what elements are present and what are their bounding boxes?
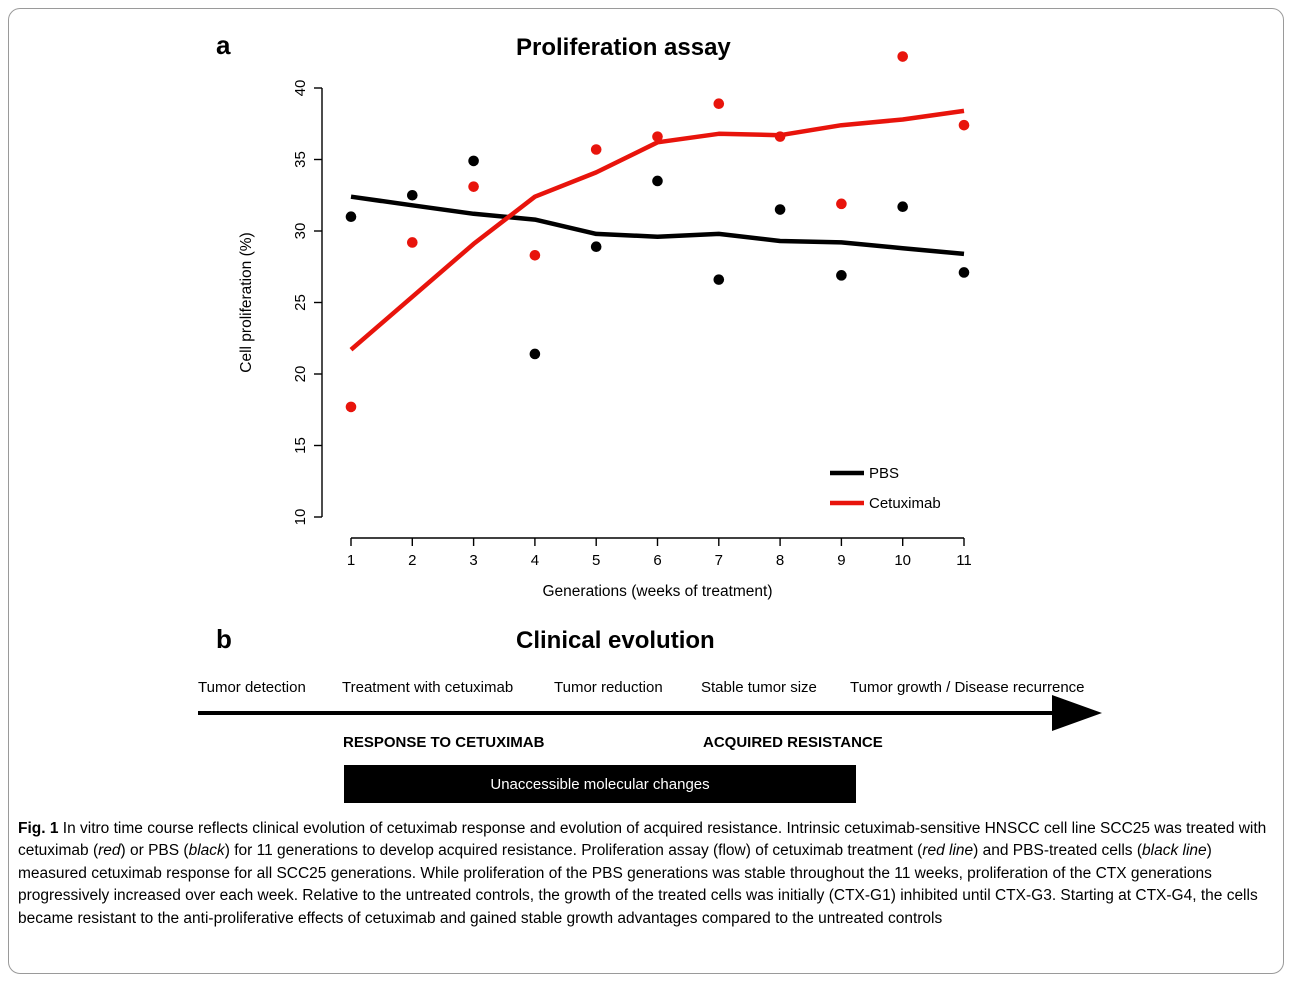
pbs-data-point [958,267,970,278]
pbs-data-point [774,204,786,215]
cetuximab-data-point [713,98,725,110]
y-tick-label: 20 [292,366,309,383]
x-tick-label: 11 [956,552,972,569]
caption-red-line: red line [922,842,974,860]
caption-text-3: ) for 11 generations to develop acquired… [224,842,923,860]
molecular-changes-bar: Unaccessible molecular changes [344,765,856,803]
x-axis-label: Generations (weeks of treatment) [542,583,772,600]
cetuximab-data-point [407,237,418,248]
figure-frame [8,8,1284,974]
panel-b-letter: b [216,624,232,654]
caption-text-2: ) or PBS ( [120,842,189,860]
cetuximab-data-point [774,131,786,142]
caption-black: black [188,842,225,860]
stage-tumor-reduction: Tumor reduction [554,679,663,696]
x-tick-label: 7 [715,552,723,569]
series-points [345,51,970,413]
x-tick-label: 3 [469,552,477,569]
y-tick-label: 15 [292,437,309,454]
phase-response: RESPONSE TO CETUXIMAB [343,734,545,751]
x-tick-label: 9 [837,552,845,569]
chart-title: Proliferation assay [516,34,731,61]
caption-label: Fig. 1 [18,820,59,837]
stage-treatment: Treatment with cetuximab [342,679,514,696]
timeline-arrow-head [1052,695,1102,731]
pbs-data-point [590,241,602,253]
cetuximab-data-point [468,181,479,192]
y-axis-label: Cell proliferation (%) [238,232,255,372]
cetuximab-data-point [590,144,602,155]
phase-resistance: ACQUIRED RESISTANCE [703,734,883,751]
series-lines [349,108,965,352]
cetuximab-data-point [958,119,970,131]
y-tick-label: 35 [292,151,309,168]
figure-caption: Fig. 1 In vitro time course reflects cli… [18,818,1276,930]
y-tick-label: 30 [292,223,309,240]
cetuximab-data-point [652,131,663,142]
chart-legend: PBS Cetuximab [830,465,941,512]
timeline-arrow [198,695,1102,731]
pbs-data-point [345,211,357,222]
stage-tumor-growth: Tumor growth / Disease recurrence [850,679,1085,696]
pbs-data-point [529,348,541,360]
pbs-data-point [836,270,847,281]
cetuximab-data-point [836,198,847,210]
pbs-data-point [897,201,908,212]
pbs-data-point [713,274,725,285]
cetuximab-data-point [529,250,541,261]
x-tick-label: 1 [347,552,355,569]
chart-axes: 1 2 3 4 5 6 7 8 9 10 11 10 15 20 25 30 35 40 Generations (… [238,80,972,600]
caption-text-4: ) and PBS-treated cells ( [973,842,1143,860]
cetuximab-trend-line [349,108,965,352]
x-tick-label: 6 [653,552,661,569]
molecular-changes-label: Unaccessible molecular changes [490,775,710,793]
x-tick-label: 2 [408,552,416,569]
x-tick-label: 4 [531,552,539,569]
stage-tumor-detection: Tumor detection [198,679,306,696]
x-tick-label: 10 [894,552,911,569]
clinical-title: Clinical evolution [516,627,715,654]
x-tick-label: 5 [592,552,600,569]
pbs-data-point [652,175,663,187]
stage-stable-tumor: Stable tumor size [701,679,817,696]
caption-red: red [98,842,121,860]
legend-cetuximab-label: Cetuximab [869,495,941,512]
cetuximab-data-point [897,51,908,62]
y-tick-label: 25 [292,294,309,311]
pbs-data-point [407,189,418,201]
caption-text-1: In vitro time course reflects clinical e… [18,820,1267,860]
x-tick-label: 8 [776,552,784,569]
caption-text-5: ) measured cetuximab response for all SC… [18,842,1258,927]
legend-pbs-label: PBS [869,465,899,482]
cetuximab-data-point [345,401,357,413]
y-tick-label: 40 [292,80,309,97]
panel-a-letter: a [216,30,231,60]
y-tick-label: 10 [292,509,309,526]
pbs-trend-line [350,194,965,257]
pbs-data-point [468,155,479,167]
caption-black-line: black line [1142,842,1207,860]
